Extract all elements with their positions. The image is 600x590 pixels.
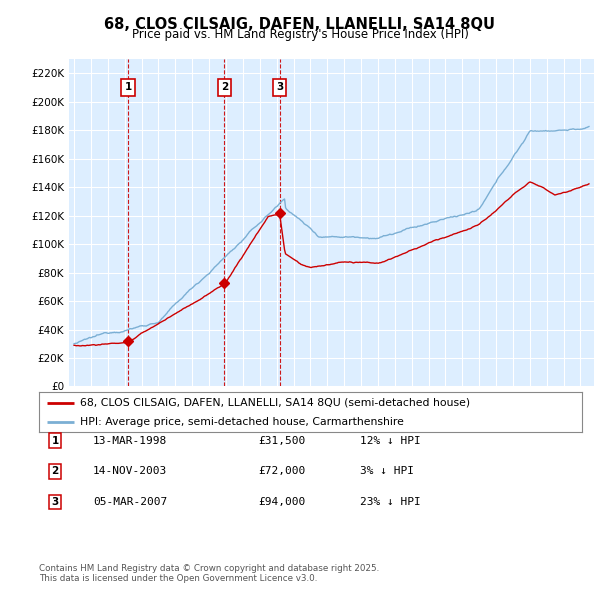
Text: 12% ↓ HPI: 12% ↓ HPI [360,436,421,445]
Text: Price paid vs. HM Land Registry's House Price Index (HPI): Price paid vs. HM Land Registry's House … [131,28,469,41]
Text: 68, CLOS CILSAIG, DAFEN, LLANELLI, SA14 8QU (semi-detached house): 68, CLOS CILSAIG, DAFEN, LLANELLI, SA14 … [80,398,470,408]
Text: 23% ↓ HPI: 23% ↓ HPI [360,497,421,507]
Text: 1: 1 [124,83,132,93]
Text: 13-MAR-1998: 13-MAR-1998 [93,436,167,445]
Text: 3: 3 [52,497,59,507]
Text: 3% ↓ HPI: 3% ↓ HPI [360,467,414,476]
Text: 2: 2 [52,467,59,476]
Text: £31,500: £31,500 [258,436,305,445]
Text: 1: 1 [52,436,59,445]
Text: 2: 2 [221,83,228,93]
Text: HPI: Average price, semi-detached house, Carmarthenshire: HPI: Average price, semi-detached house,… [80,417,404,427]
Text: 14-NOV-2003: 14-NOV-2003 [93,467,167,476]
Text: £94,000: £94,000 [258,497,305,507]
Text: 68, CLOS CILSAIG, DAFEN, LLANELLI, SA14 8QU: 68, CLOS CILSAIG, DAFEN, LLANELLI, SA14 … [104,17,496,31]
Text: £72,000: £72,000 [258,467,305,476]
Text: 3: 3 [276,83,283,93]
Text: Contains HM Land Registry data © Crown copyright and database right 2025.
This d: Contains HM Land Registry data © Crown c… [39,563,379,583]
Text: 05-MAR-2007: 05-MAR-2007 [93,497,167,507]
